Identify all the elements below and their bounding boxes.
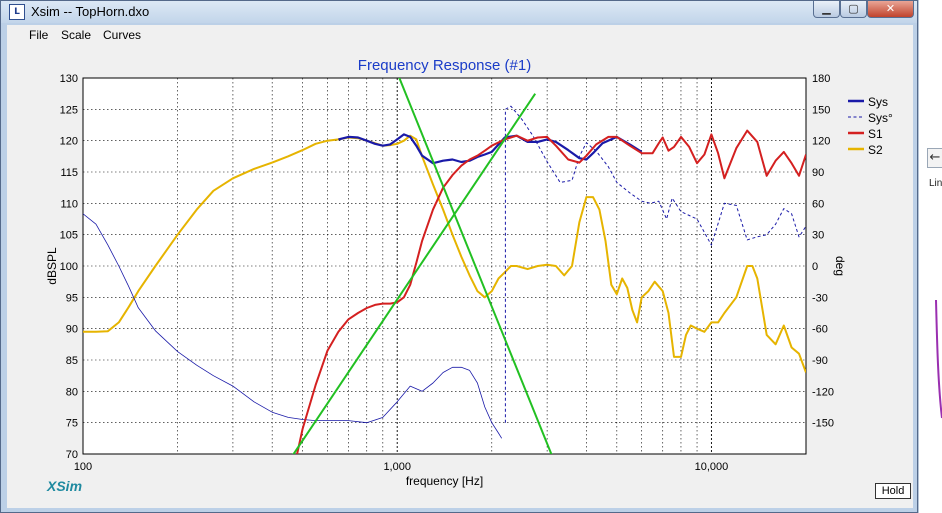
y2-tick-label: 0 <box>812 261 818 273</box>
y2-tick-label: 120 <box>812 136 830 148</box>
x-tick-label: 100 <box>74 461 92 473</box>
y2-tick-label: 60 <box>812 198 824 210</box>
minimize-icon[interactable]: ▁ <box>813 1 840 18</box>
xsim-brand-label: XSim <box>47 478 83 494</box>
y2-tick-label: -120 <box>812 386 834 398</box>
close-icon[interactable]: ✕ <box>867 1 914 18</box>
legend-label: Sys <box>868 95 888 109</box>
background-window <box>918 0 942 513</box>
series-line-target-2 <box>398 78 553 454</box>
x-tick-label: 1,000 <box>383 461 411 473</box>
y2-tick-label: 90 <box>812 167 824 179</box>
y-tick-label: 80 <box>66 386 78 398</box>
menu-file[interactable]: File <box>29 28 49 42</box>
y-tick-label: 90 <box>66 324 78 336</box>
y-tick-label: 125 <box>60 104 78 116</box>
background-window-edge <box>918 0 919 513</box>
menu-curves[interactable]: Curves <box>103 28 142 42</box>
menu-bar: File Scale Curves <box>7 25 913 45</box>
series-line-sys <box>504 105 806 423</box>
y-tick-label: 105 <box>60 230 78 242</box>
background-label: Lin <box>929 178 942 189</box>
y-tick-label: 75 <box>66 418 78 430</box>
series-line-s1 <box>296 129 806 454</box>
y2-tick-label: -30 <box>812 292 828 304</box>
series-line-target-1 <box>292 93 537 454</box>
maximize-icon[interactable]: ▢ <box>840 1 867 18</box>
window-title: Xsim -- TopHorn.dxo <box>31 4 150 19</box>
legend-label: S1 <box>868 127 883 141</box>
y-tick-label: 130 <box>60 73 78 85</box>
y-tick-label: 115 <box>60 167 78 179</box>
chart-title: Frequency Response (#1) <box>358 57 531 74</box>
background-arrow-button[interactable]: ← <box>927 148 942 168</box>
y-tick-label: 95 <box>66 292 78 304</box>
y-tick-label: 120 <box>60 136 78 148</box>
y-tick-label: 70 <box>66 449 78 461</box>
hold-button[interactable]: Hold <box>875 483 911 499</box>
y2-axis-label: deg <box>833 256 847 276</box>
x-axis-label: frequency [Hz] <box>406 474 483 488</box>
y-tick-label: 100 <box>60 261 78 273</box>
y2-tick-label: 150 <box>812 104 830 116</box>
legend-label: S2 <box>868 143 883 157</box>
legend-label: Sys° <box>868 111 893 125</box>
title-bar[interactable]: L Xsim -- TopHorn.dxo ▁ ▢ ✕ <box>1 1 917 23</box>
y-tick-label: 110 <box>60 198 78 210</box>
y-axis-label: dBSPL <box>45 247 59 285</box>
y2-tick-label: -150 <box>812 418 834 430</box>
series-line-s1-phase <box>83 213 503 439</box>
series-group <box>83 78 806 454</box>
y2-tick-label: 30 <box>812 230 824 242</box>
y-tick-label: 85 <box>66 355 78 367</box>
series-line-s2 <box>83 134 806 373</box>
y2-tick-label: 180 <box>812 73 830 85</box>
y2-tick-label: -90 <box>812 355 828 367</box>
plot-frame <box>82 77 807 455</box>
y2-tick-label: -60 <box>812 324 828 336</box>
background-curve <box>935 300 942 419</box>
x-tick-label: 10,000 <box>695 461 729 473</box>
xsim-app-icon[interactable]: L <box>9 4 25 20</box>
menu-scale[interactable]: Scale <box>61 28 92 42</box>
